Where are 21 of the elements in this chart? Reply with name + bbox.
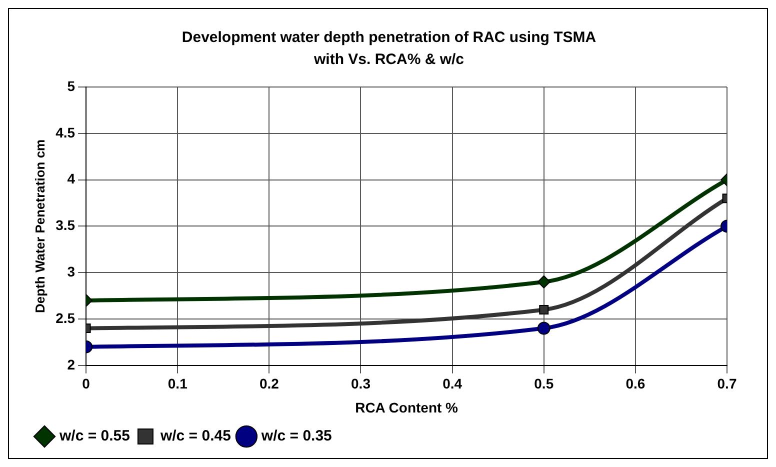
x-tick-label: 0.3 — [351, 376, 371, 392]
x-tick-label: 0.7 — [717, 376, 737, 392]
x-tick-label: 0 — [82, 376, 90, 392]
y-tick-label: 2.5 — [56, 310, 76, 326]
x-tick-label: 0.2 — [259, 376, 280, 392]
x-tick-label: 0.1 — [168, 376, 188, 392]
x-tick-label: 0.4 — [442, 376, 462, 392]
legend-label: w/c = 0.35 — [260, 428, 332, 445]
legend-label: w/c = 0.45 — [159, 428, 231, 445]
y-axis-title: Depth Water Penetration cm — [32, 139, 48, 314]
chart-title: Development water depth penetration of RAC using TSMA with Vs. RCA% & w/c — [180, 28, 598, 70]
x-tick-label: 0.5 — [534, 376, 554, 392]
legend-label: w/c = 0.55 — [58, 428, 130, 445]
x-axis-title: RCA Content % — [355, 399, 459, 416]
x-tick-label: 0.6 — [626, 376, 646, 392]
y-tick-label: 4.5 — [56, 124, 76, 140]
y-tick-label: 3 — [67, 263, 76, 280]
y-tick-label: 4 — [67, 170, 76, 187]
y-tick-label: 5 — [67, 78, 76, 94]
y-tick-label: 2 — [67, 356, 76, 372]
y-tick-label: 3.5 — [56, 217, 76, 234]
